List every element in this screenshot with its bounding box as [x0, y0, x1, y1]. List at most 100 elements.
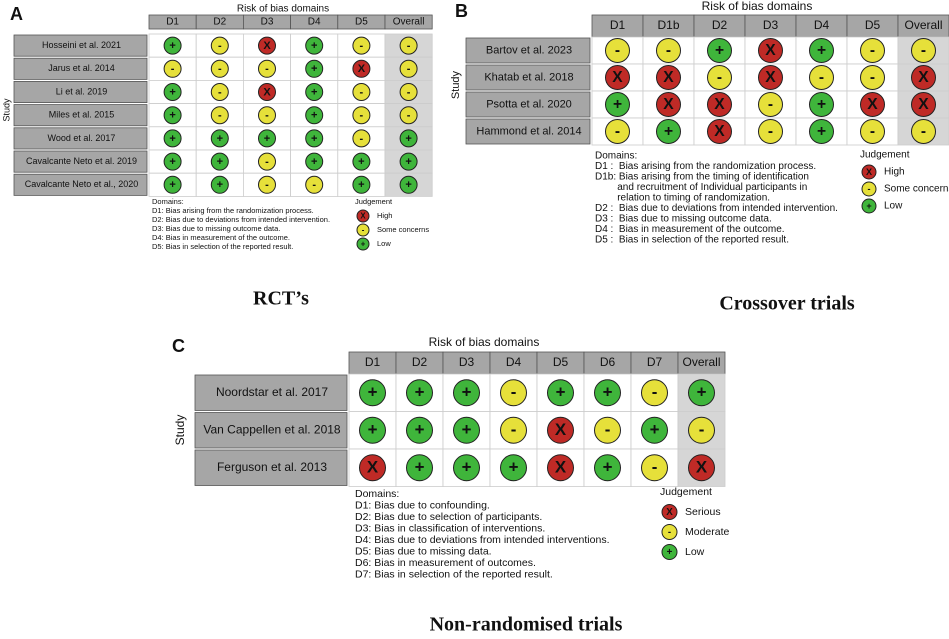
study-name: Cavalcante Neto et al. 2019	[26, 156, 137, 166]
judgement-symbol: X	[263, 86, 271, 98]
study-cell	[13, 34, 148, 57]
legend-symbol	[356, 223, 370, 237]
judgement-symbol: +	[169, 179, 175, 191]
legend-symbol-symbol: +	[667, 547, 673, 558]
judgement-symbol: -	[312, 179, 316, 191]
judgement-symbol: +	[415, 420, 425, 439]
judgement-symbol: -	[511, 383, 517, 402]
judgement	[605, 65, 630, 90]
panel-label: A	[10, 4, 23, 24]
judgement-symbol: X	[555, 420, 567, 439]
legend-label: Moderate	[685, 526, 730, 538]
study-cell	[13, 173, 148, 196]
judgement	[305, 36, 324, 55]
domain-text: D4: Bias due to deviations from intended…	[355, 534, 609, 546]
study-name: Hammond et al. 2014	[476, 125, 581, 137]
judgement	[399, 129, 418, 148]
judgement-symbol: +	[169, 133, 175, 145]
judgement	[605, 38, 630, 63]
study-name: Van Cappellen et al. 2018	[203, 422, 341, 436]
judgement-symbol: +	[603, 458, 613, 477]
judgement-symbol: -	[265, 63, 269, 75]
domain-text: D1: Bias arising from the randomization …	[152, 206, 314, 215]
judgement-symbol: +	[311, 40, 317, 52]
judgement	[305, 152, 324, 171]
legend-label: Serious	[685, 506, 721, 518]
study-cell	[465, 118, 591, 145]
judgement-symbol: X	[765, 69, 776, 86]
domain-text: D3: Bias in classification of interventi…	[355, 522, 545, 534]
judgement	[399, 83, 418, 101]
judgement-symbol: -	[652, 383, 658, 402]
judgement-symbol: +	[817, 123, 826, 140]
judgement-symbol: -	[921, 123, 926, 140]
judgement-symbol: +	[664, 123, 673, 140]
domain-text: D1b: Bias arising from the timing of ide…	[595, 172, 809, 183]
judgement	[688, 416, 715, 444]
judgement	[688, 454, 715, 482]
header: Risk of bias domains	[429, 335, 540, 349]
judgement-symbol: +	[311, 110, 317, 122]
judgement-symbol: -	[360, 86, 364, 98]
judgement	[399, 175, 418, 194]
judgement-symbol: +	[462, 458, 472, 477]
legend-symbol-symbol: X	[360, 212, 366, 221]
judgement-symbol: -	[870, 42, 875, 59]
judgement-symbol: -	[768, 123, 773, 140]
legend-symbol-symbol: -	[362, 226, 365, 235]
study-cell	[13, 127, 148, 150]
legend-label: High	[884, 167, 905, 178]
column-header-text: D4	[506, 355, 522, 369]
judgement	[399, 36, 418, 55]
judgement-symbol: +	[358, 179, 364, 191]
judgement	[911, 38, 936, 63]
judgement	[594, 416, 621, 444]
legend-symbol	[356, 209, 370, 223]
study-name: Hosseini et al. 2021	[42, 40, 121, 50]
judgement-symbol: -	[360, 110, 364, 122]
judgement-symbol: X	[696, 458, 708, 477]
judgement	[352, 129, 371, 148]
column-header-text: D1	[365, 355, 381, 369]
study-cell	[194, 374, 348, 411]
judgement	[359, 379, 386, 407]
domain-text: D2: Bias due to selection of participant…	[355, 511, 542, 523]
judgement	[258, 83, 276, 101]
legend-symbol-symbol: X	[666, 507, 673, 518]
judgement	[605, 92, 630, 117]
judgement	[352, 36, 371, 55]
judgement-symbol: -	[615, 123, 620, 140]
study-name: Jarus et al. 2014	[48, 63, 115, 73]
judgement	[258, 175, 276, 194]
column-header-text: D2	[213, 17, 226, 28]
judgement	[453, 416, 480, 444]
judgement-symbol: +	[817, 42, 826, 59]
judgement	[305, 175, 324, 194]
judgement-symbol: +	[462, 420, 472, 439]
judgement-symbol: X	[663, 69, 674, 86]
judgement	[305, 106, 324, 125]
judgement-symbol: +	[462, 383, 472, 402]
judgement	[500, 454, 527, 482]
judgement	[163, 36, 182, 55]
judgement	[163, 59, 182, 78]
domain-text: Domains:	[355, 488, 399, 500]
judgement-symbol: +	[368, 420, 378, 439]
study-name: Khatab et al. 2018	[484, 71, 573, 83]
column-header-text: D7	[647, 355, 663, 369]
judgement	[359, 416, 386, 444]
study-name: Wood et al. 2017	[48, 133, 116, 143]
judgement	[547, 379, 574, 407]
judgement-symbol: X	[612, 69, 623, 86]
judgement-symbol: -	[218, 110, 222, 122]
judgement-title: Judgement	[660, 486, 712, 498]
judgement	[707, 65, 732, 90]
judgement-symbol: X	[555, 458, 567, 477]
judgement	[758, 92, 783, 117]
judgement	[258, 106, 276, 125]
panel-label: C	[172, 336, 185, 356]
judgement-symbol: +	[358, 156, 364, 168]
domain-text: D4 : Bias in measurement of the outcome.	[595, 224, 785, 235]
judgement-symbol: -	[615, 42, 620, 59]
panel-label: B	[455, 1, 468, 21]
